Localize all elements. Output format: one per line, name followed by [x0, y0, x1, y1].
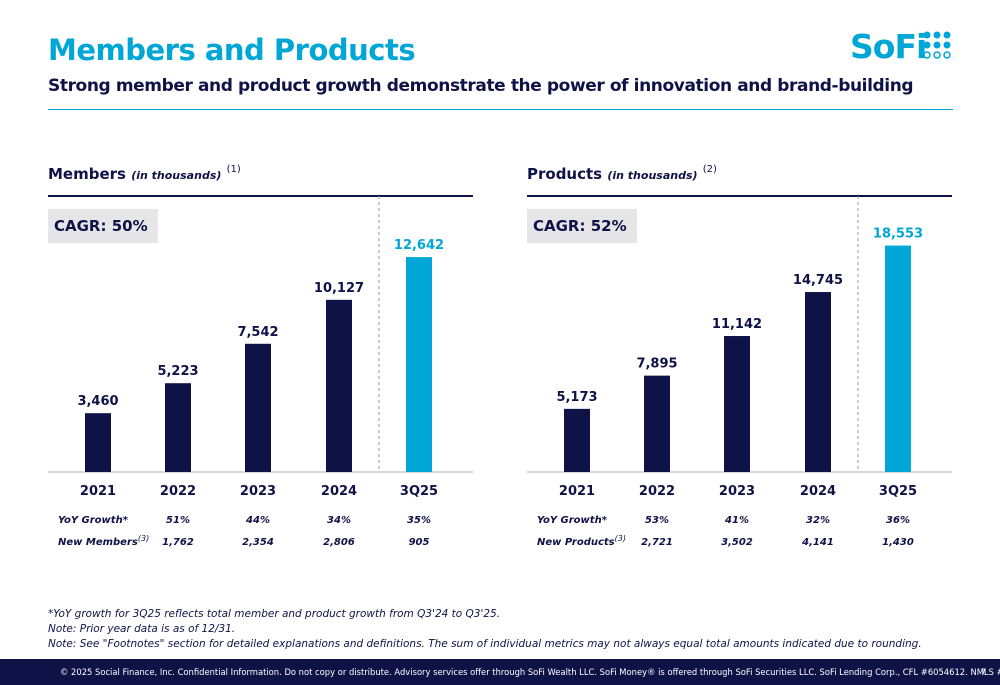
stat-value: 44%	[246, 515, 270, 526]
stat-value: 905	[408, 537, 430, 548]
stat-value: 3,502	[721, 537, 753, 548]
bar-2024	[805, 292, 831, 472]
stat-value: 1,762	[162, 537, 194, 548]
x-tick-label: 3Q25	[879, 484, 917, 499]
bar-2021	[85, 413, 111, 472]
bar-value-label: 11,142	[712, 317, 762, 332]
logo-wordmark: SoFi	[850, 27, 927, 66]
stat-value: 4,141	[802, 537, 834, 548]
panel-title: Members	[48, 165, 126, 183]
footnote-line: Note: See "Footnotes" section for detail…	[48, 638, 922, 650]
x-tick-label: 2022	[160, 484, 196, 499]
bar-2021	[564, 408, 590, 472]
stat-footnote-ref: (3)	[137, 534, 150, 543]
panel-unit: (in thousands)	[131, 169, 222, 182]
bar-2022	[165, 383, 191, 472]
stat-value: 2,721	[641, 537, 673, 548]
stat-value: 34%	[327, 515, 351, 526]
footnotes: *YoY growth for 3Q25 reflects total memb…	[48, 607, 922, 652]
products-bar-chart: 5,173 2021 7,895 2022 11,142 2023 14,745 2024 18…	[527, 196, 952, 499]
stat-value: 53%	[645, 515, 669, 526]
stat-value: 35%	[407, 515, 431, 526]
page-subtitle: Strong member and product growth demonst…	[48, 76, 914, 96]
stat-value: 41%	[725, 515, 749, 526]
panel-divider	[527, 195, 952, 197]
bar-3Q25	[406, 257, 432, 472]
x-tick-label: 2021	[559, 484, 595, 499]
bar-value-label: 7,895	[636, 357, 677, 372]
stat-value: 2,806	[323, 537, 355, 548]
footnote-line: Note: Prior year data is as of 12/31.	[48, 623, 236, 635]
bar-2022	[644, 375, 670, 472]
stat-row-label: YoY Growth*	[537, 515, 607, 526]
bar-2023	[724, 336, 750, 472]
stat-row: New Members(3) 1,762 2,354 2,806 905	[48, 534, 473, 553]
x-tick-label: 2024	[321, 484, 357, 499]
panel-unit: (in thousands)	[607, 169, 698, 182]
bar-2023	[245, 343, 271, 472]
stat-footnote-ref: (3)	[614, 534, 626, 543]
stat-value: 32%	[806, 515, 830, 526]
x-tick-label: 2023	[240, 484, 276, 499]
page-title: Members and Products	[48, 33, 416, 67]
stat-value: 2,354	[242, 537, 274, 548]
stat-value: 1,430	[882, 537, 914, 548]
bar-value-label: 18,553	[873, 227, 923, 242]
bar-2024	[326, 299, 352, 472]
stat-row: YoY Growth* 53% 41% 32% 36%	[527, 515, 952, 531]
panel-divider	[48, 195, 473, 197]
stat-row-label: New Products(3)	[537, 534, 626, 548]
sofi-logo: SoFi	[850, 26, 954, 68]
bar-value-label: 3,460	[77, 394, 118, 409]
bar-value-label: 7,542	[237, 325, 278, 340]
panel-footnote-ref: (1)	[226, 164, 241, 175]
stat-value: 51%	[166, 515, 190, 526]
stat-value: 36%	[886, 515, 910, 526]
panel-title: Products	[527, 165, 603, 183]
footer-legal-text: © 2025 Social Finance, Inc. Confidential…	[60, 667, 1000, 677]
bar-value-label: 12,642	[394, 238, 444, 253]
x-tick-label: 3Q25	[400, 484, 438, 499]
members-panel-header: Members (in thousands) (1)	[48, 164, 241, 183]
x-tick-label: 2023	[719, 484, 755, 499]
bar-value-label: 10,127	[314, 281, 364, 296]
stat-row-label: YoY Growth*	[58, 515, 128, 526]
stat-row: New Products(3) 2,721 3,502 4,141 1,430	[527, 534, 952, 553]
products-panel-header: Products (in thousands) (2)	[527, 164, 717, 183]
stat-row-label: New Members(3)	[58, 534, 150, 548]
x-tick-label: 2024	[800, 484, 836, 499]
members-bar-chart: 3,460 2021 5,223 2022 7,542 2023 10,127 2024 12,…	[48, 196, 473, 499]
bar-value-label: 14,745	[793, 273, 843, 288]
products-panel: Products (in thousands) (2) CAGR: 52% 5,…	[527, 160, 952, 580]
page-number: 7	[980, 667, 986, 677]
bar-value-label: 5,223	[157, 364, 198, 379]
panel-footnote-ref: (2)	[702, 164, 717, 175]
x-tick-label: 2022	[639, 484, 675, 499]
footnote-line: *YoY growth for 3Q25 reflects total memb…	[48, 608, 501, 620]
stat-row: YoY Growth* 51% 44% 34% 35%	[48, 515, 473, 531]
footer-bar: © 2025 Social Finance, Inc. Confidential…	[0, 659, 1000, 685]
cagr-badge: CAGR: 50%	[48, 209, 158, 243]
header-divider	[48, 109, 953, 110]
bar-value-label: 5,173	[556, 390, 597, 405]
x-tick-label: 2021	[80, 484, 116, 499]
logo-dots-icon	[923, 31, 951, 59]
bar-3Q25	[885, 245, 911, 472]
cagr-badge: CAGR: 52%	[527, 209, 637, 243]
members-panel: Members (in thousands) (1) CAGR: 50% 3,4…	[48, 160, 473, 580]
